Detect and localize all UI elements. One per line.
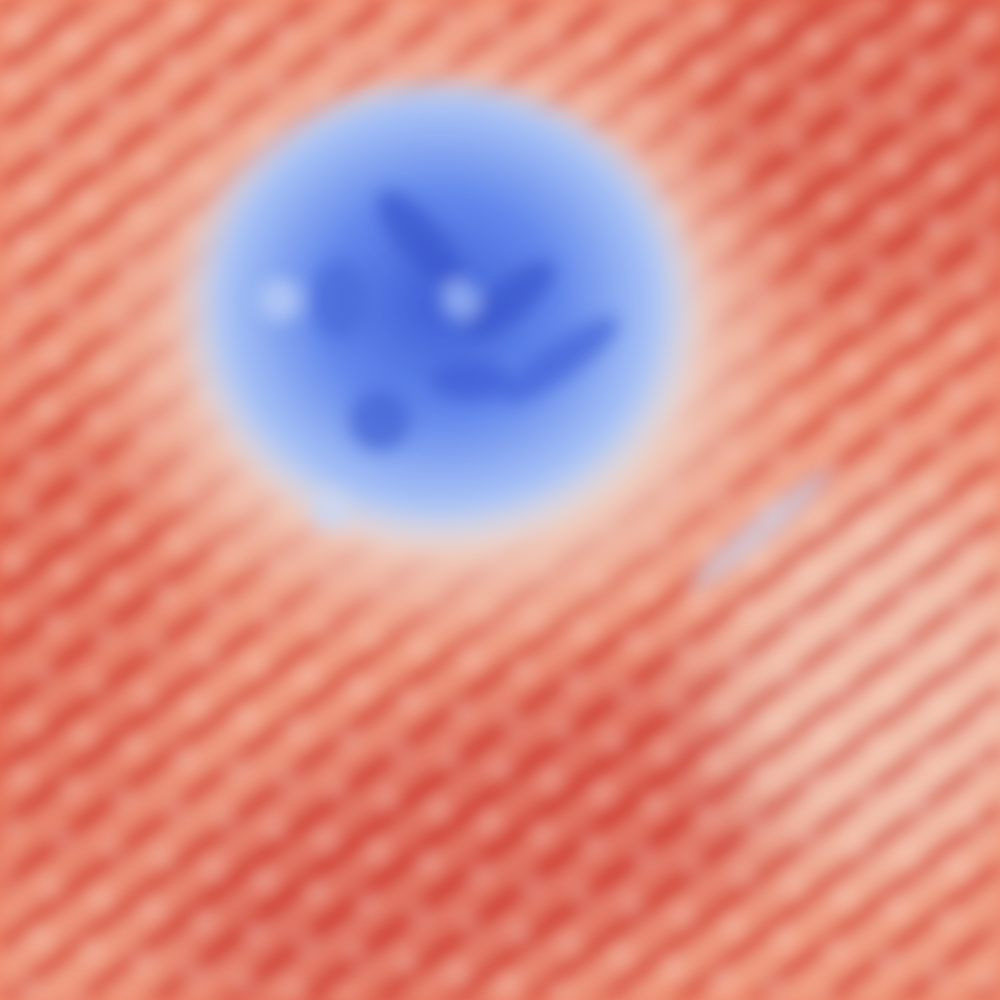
core-detail [258, 191, 830, 589]
blue-core [170, 80, 710, 580]
